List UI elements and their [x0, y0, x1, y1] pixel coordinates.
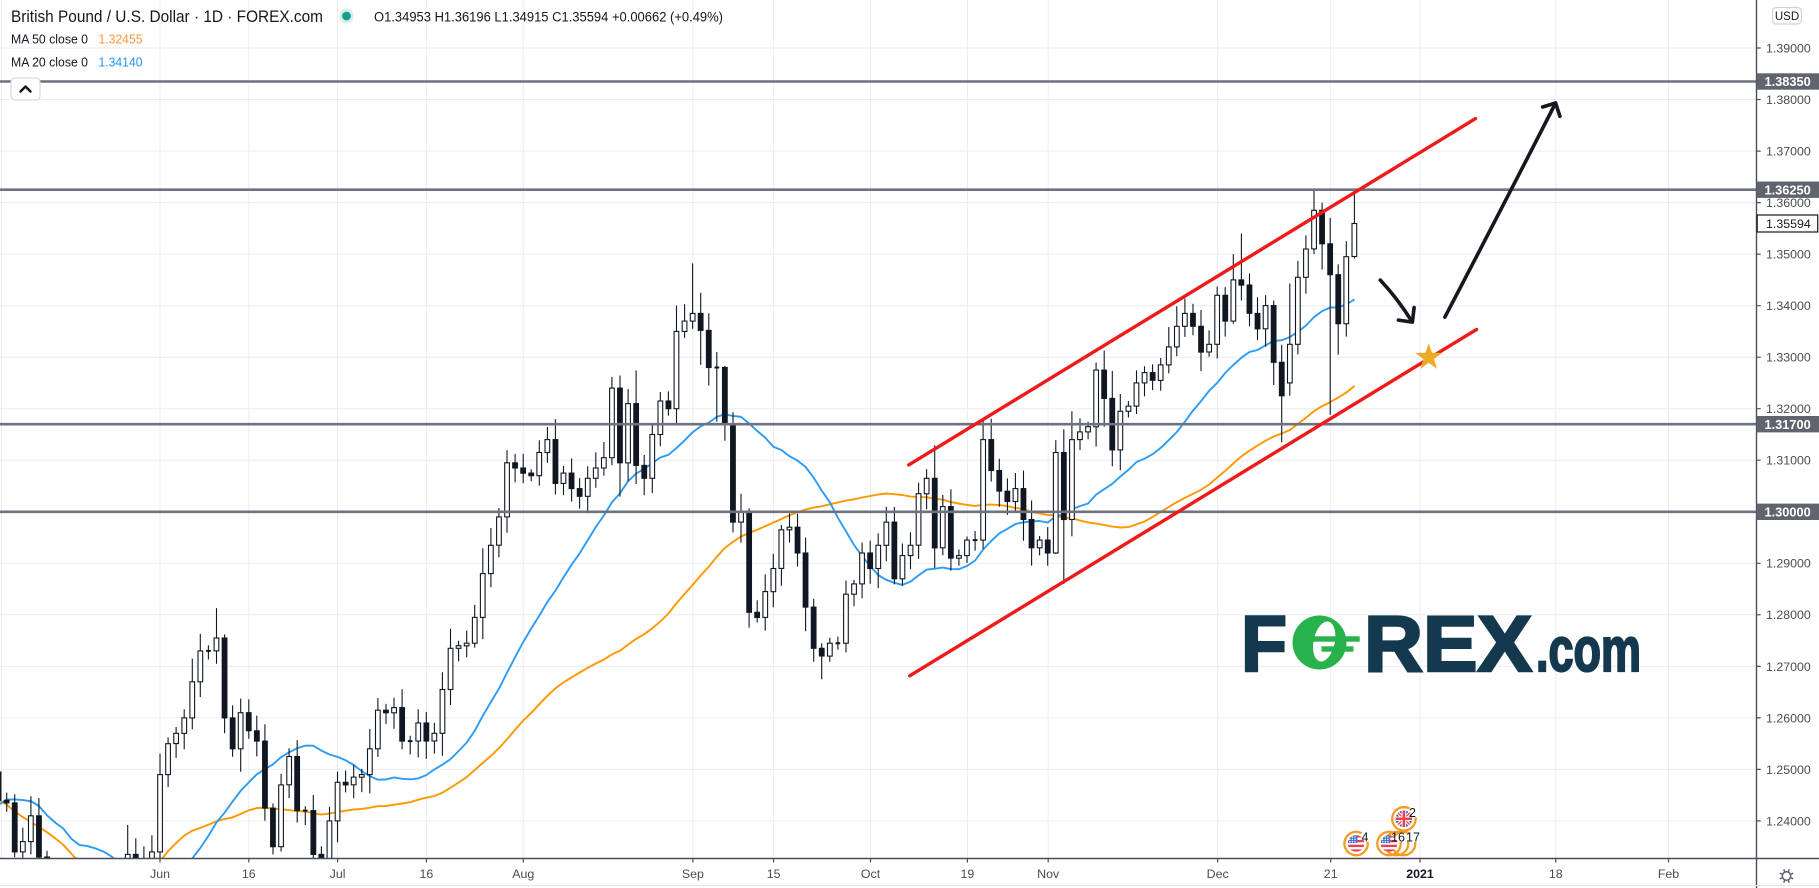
svg-text:1.34140: 1.34140: [99, 55, 143, 70]
svg-text:1.27000: 1.27000: [1766, 660, 1811, 674]
svg-text:Jun: Jun: [150, 867, 170, 881]
svg-text:USD: USD: [1775, 11, 1799, 23]
svg-text:1.36250: 1.36250: [1765, 182, 1811, 197]
svg-text:1.37000: 1.37000: [1766, 145, 1811, 159]
svg-text:1.31000: 1.31000: [1766, 454, 1811, 468]
svg-text:1.26000: 1.26000: [1766, 711, 1811, 725]
svg-text:Sep: Sep: [682, 867, 704, 881]
svg-text:British Pound / U.S. Dollar ·: British Pound / U.S. Dollar · 1D · FOREX…: [11, 7, 323, 26]
svg-text:1.24000: 1.24000: [1766, 814, 1811, 828]
svg-text:1.38000: 1.38000: [1766, 93, 1811, 107]
svg-text:Jul: Jul: [330, 867, 346, 881]
svg-text:1.36000: 1.36000: [1766, 196, 1811, 210]
svg-text:MA 50 close 0: MA 50 close 0: [11, 32, 88, 47]
svg-text:Nov: Nov: [1037, 867, 1060, 881]
svg-text:F: F: [1241, 599, 1287, 688]
svg-text:.com: .com: [1536, 616, 1641, 685]
svg-text:17: 17: [1406, 831, 1420, 845]
svg-text:Dec: Dec: [1207, 867, 1229, 881]
svg-text:1.34000: 1.34000: [1766, 299, 1811, 313]
svg-text:1.35000: 1.35000: [1766, 248, 1811, 262]
svg-text:16: 16: [420, 867, 434, 881]
svg-text:2: 2: [1409, 806, 1416, 820]
svg-text:1.35594: 1.35594: [1766, 217, 1811, 231]
svg-text:1.31700: 1.31700: [1765, 417, 1811, 432]
svg-text:Feb: Feb: [1658, 867, 1679, 881]
svg-text:16: 16: [1391, 831, 1405, 845]
svg-text:1.25000: 1.25000: [1766, 763, 1811, 777]
svg-text:4: 4: [1362, 831, 1369, 845]
svg-text:2021: 2021: [1406, 867, 1434, 881]
svg-text:18: 18: [1549, 867, 1563, 881]
svg-text:1.32455: 1.32455: [99, 32, 143, 47]
svg-text:1.28000: 1.28000: [1766, 608, 1811, 622]
svg-text:1.38350: 1.38350: [1765, 74, 1811, 89]
svg-text:19: 19: [961, 867, 975, 881]
svg-text:16: 16: [242, 867, 256, 881]
svg-text:Aug: Aug: [512, 867, 534, 881]
svg-text:1.30000: 1.30000: [1765, 504, 1811, 519]
svg-text:1.33000: 1.33000: [1766, 351, 1811, 365]
svg-text:21: 21: [1324, 867, 1338, 881]
svg-text:REX: REX: [1364, 599, 1532, 688]
svg-text:MA 20 close 0: MA 20 close 0: [11, 55, 88, 70]
svg-text:O1.34953 H1.36196 L1.34915 C1.: O1.34953 H1.36196 L1.34915 C1.35594 +0.0…: [374, 10, 723, 26]
svg-text:1.39000: 1.39000: [1766, 41, 1811, 55]
svg-text:Oct: Oct: [861, 867, 881, 881]
svg-text:1.32000: 1.32000: [1766, 402, 1811, 416]
svg-text:15: 15: [767, 867, 781, 881]
svg-text:1.29000: 1.29000: [1766, 557, 1811, 571]
